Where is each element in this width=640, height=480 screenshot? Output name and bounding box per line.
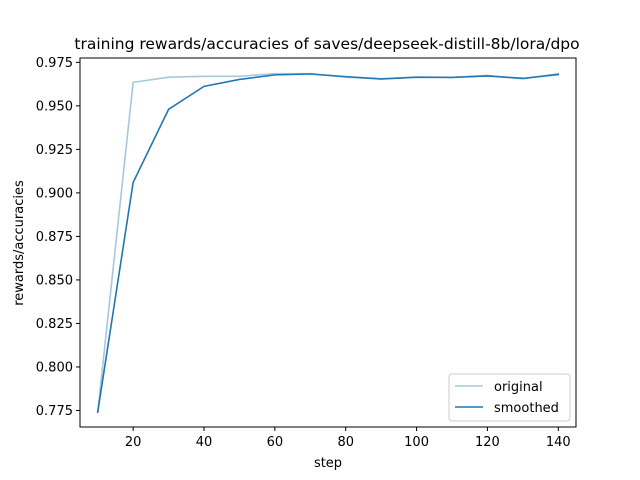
y-tick-label: 0.850 [36,273,73,288]
x-axis: 20 40 60 80 100 120 140 [125,427,571,450]
x-tick-label: 120 [475,435,500,450]
x-tick-label: 40 [196,435,213,450]
y-tick-label: 0.900 [36,186,73,201]
chart-title: training rewards/accuracies of saves/dee… [74,35,579,53]
y-tick-label: 0.950 [36,99,73,114]
y-tick-label: 0.975 [36,56,73,71]
x-tick-label: 100 [404,435,429,450]
x-tick-label: 140 [546,435,571,450]
x-tick-label: 60 [267,435,284,450]
y-tick-label: 0.800 [36,360,73,375]
y-tick-label: 0.925 [36,143,73,158]
series-line-smoothed [96,73,560,414]
x-axis-label: step [314,456,342,471]
legend: original smoothed [448,373,571,422]
y-tick-label: 0.875 [36,230,73,245]
y-tick-label: 0.775 [36,404,73,419]
legend-label-smoothed: smoothed [494,401,559,416]
plot-frame [79,57,577,428]
x-tick-label: 20 [125,435,142,450]
plot-series [96,72,560,414]
legend-label-original: original [494,380,543,395]
y-axis-label: rewards/accuracies [12,180,27,306]
y-axis: 0.775 0.800 0.825 0.850 0.875 0.900 0.925 0.950… [36,56,80,419]
x-tick-label: 80 [337,435,354,450]
y-tick-label: 0.825 [36,317,73,332]
